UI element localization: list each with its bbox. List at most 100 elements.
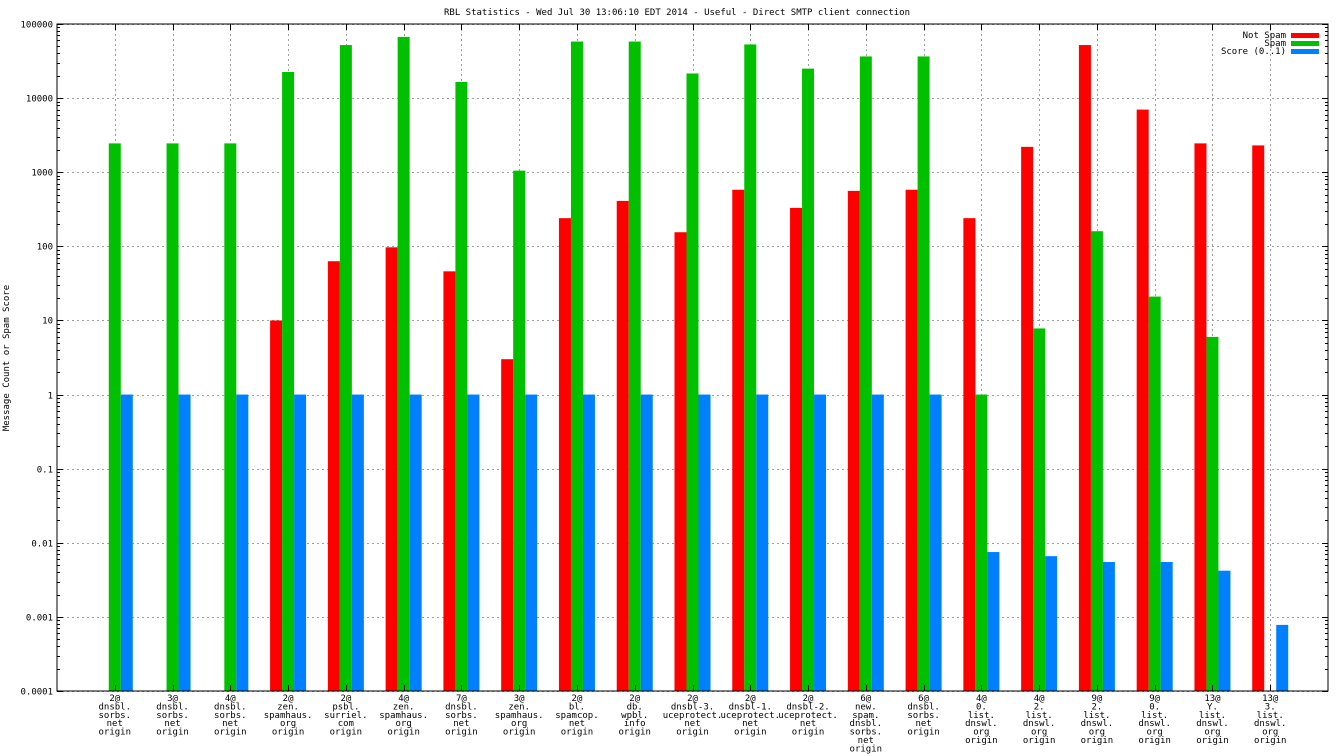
x-tick-label: 4@ 2. list. dnswl. org origin	[1023, 694, 1056, 746]
x-tick-label-line: dnswl.	[1254, 719, 1287, 729]
bar-score-0-1	[698, 394, 711, 691]
bar-spam	[686, 73, 699, 691]
bar-not-spam	[1252, 145, 1265, 691]
x-tick-label-line: 3@	[514, 694, 525, 704]
x-tick-label-line: psbl.	[332, 702, 359, 712]
bar-score-0-1	[525, 394, 538, 691]
bar-score-0-1	[640, 394, 653, 691]
x-tick-label-line: dnsbl.	[214, 702, 247, 712]
x-tick-label-line: net	[222, 719, 238, 729]
bar-not-spam	[270, 320, 283, 691]
legend-label: Score (0..1)	[1221, 47, 1286, 57]
y-tick-label: 0.0001	[20, 688, 53, 698]
x-tick-label-line: origin	[965, 736, 998, 746]
bar-spam	[1033, 328, 1046, 691]
bar-spam	[224, 143, 237, 692]
x-tick-label-line: spamcop.	[555, 711, 598, 721]
x-tick-label-line: dnswl.	[965, 719, 998, 729]
x-tick-label-line: net	[915, 719, 931, 729]
bar-spam	[917, 56, 930, 691]
legend-label: Not Spam	[1243, 31, 1286, 41]
bar-not-spam	[905, 189, 918, 692]
x-tick-label-line: dnsbl-3.	[671, 702, 714, 712]
x-tick-label: 9@ 0. list. dnswl. org origin	[1138, 694, 1171, 746]
bar-score-0-1	[929, 394, 942, 691]
y-tick-label: 100000	[20, 21, 53, 31]
x-tick-label-line: org	[280, 719, 296, 729]
x-tick-label-line: new.	[855, 702, 877, 712]
bar-score-0-1	[120, 394, 133, 691]
legend-swatch	[1291, 41, 1319, 46]
bar-not-spam	[790, 207, 803, 691]
x-tick-label: 4@ 0. list. dnswl. org origin	[965, 694, 998, 746]
bar-score-0-1	[756, 394, 769, 691]
x-tick-label-line: 4@	[225, 694, 236, 704]
x-tick-label: 4@ zen. spamhaus. org origin	[379, 694, 428, 738]
bar-spam	[802, 68, 815, 692]
bar-score-0-1	[409, 394, 422, 691]
y-tick-label: 0.1	[37, 466, 53, 476]
y-tick-label: 10	[42, 317, 53, 327]
x-tick-label: 2@ dnsbl-1. uceprotect. net origin	[720, 694, 780, 738]
bar-spam	[1148, 296, 1161, 691]
bar-not-spam	[327, 261, 340, 691]
x-tick-label-line: origin	[214, 728, 247, 738]
x-tick-label-line: spamhaus.	[379, 711, 428, 721]
x-tick-label-line: sorbs.	[99, 711, 132, 721]
x-tick-label-line: origin	[330, 728, 363, 738]
x-tick-label: 2@ psbl. surriel. com origin	[324, 694, 367, 738]
bar-score-0-1	[582, 394, 595, 691]
bar-score-0-1	[987, 552, 1000, 691]
x-tick-label-line: wpbl.	[621, 711, 648, 721]
x-tick-label-line: 2@	[109, 694, 120, 704]
x-tick-label-line: origin	[1081, 736, 1114, 746]
x-tick-label-line: dnsbl-1.	[729, 702, 772, 712]
bar-not-spam	[732, 189, 745, 692]
x-tick-label-line: com	[338, 719, 354, 729]
x-tick-label-line: origin	[1138, 736, 1171, 746]
bar-spam	[397, 36, 410, 692]
x-tick-label-line: origin	[1023, 736, 1056, 746]
bar-spam	[282, 72, 295, 691]
x-tick-label-line: list.	[1026, 711, 1053, 721]
x-tick-label-line: net	[569, 719, 585, 729]
bar-score-0-1	[1276, 624, 1289, 691]
x-tick-label-line: origin	[561, 728, 594, 738]
x-tick-label-line: origin	[387, 728, 420, 738]
x-tick-label-line: 2@	[629, 694, 640, 704]
x-tick-label-line: spamhaus.	[495, 711, 544, 721]
y-tick-label: 0.001	[26, 614, 53, 624]
bar-spam	[744, 44, 757, 692]
x-tick-label: 2@ db. wpbl. info origin	[618, 694, 651, 738]
bar-score-0-1	[1218, 570, 1231, 691]
x-tick-label-line: org	[1147, 728, 1163, 738]
x-tick-label-line: 9@	[1149, 694, 1160, 704]
bar-not-spam	[1021, 146, 1034, 691]
bar-score-0-1	[1160, 562, 1173, 691]
bar-spam	[1206, 336, 1219, 691]
x-tick-label-line: zen.	[508, 702, 530, 712]
x-tick-label-line: 2@	[803, 694, 814, 704]
x-tick-label-line: org	[973, 728, 989, 738]
y-axis-label: Message Count or Spam Score	[2, 285, 12, 431]
bar-score-0-1	[1102, 562, 1115, 691]
x-tick-label-line: Y.	[1207, 702, 1218, 712]
bar-not-spam	[385, 247, 398, 691]
x-tick-label-line: dnsbl.	[99, 702, 132, 712]
x-tick-label-line: uceprotect.	[720, 711, 780, 721]
bar-not-spam	[1194, 143, 1207, 692]
x-tick-label-line: 7@	[456, 694, 467, 704]
x-tick-label-line: 2.	[1034, 702, 1045, 712]
x-tick-label-line: list.	[1199, 711, 1226, 721]
x-tick-label-line: surriel.	[324, 711, 367, 721]
x-tick-label-line: zen.	[393, 702, 415, 712]
bar-spam	[108, 143, 121, 692]
x-tick-label-line: 3@	[167, 694, 178, 704]
x-tick-label-line: 2@	[572, 694, 583, 704]
x-tick-label-line: 3.	[1265, 702, 1276, 712]
x-tick-label-line: origin	[676, 728, 709, 738]
x-tick-label-line: net	[453, 719, 469, 729]
x-tick-label-line: 2@	[687, 694, 698, 704]
x-tick-label-line: uceprotect.	[778, 711, 838, 721]
